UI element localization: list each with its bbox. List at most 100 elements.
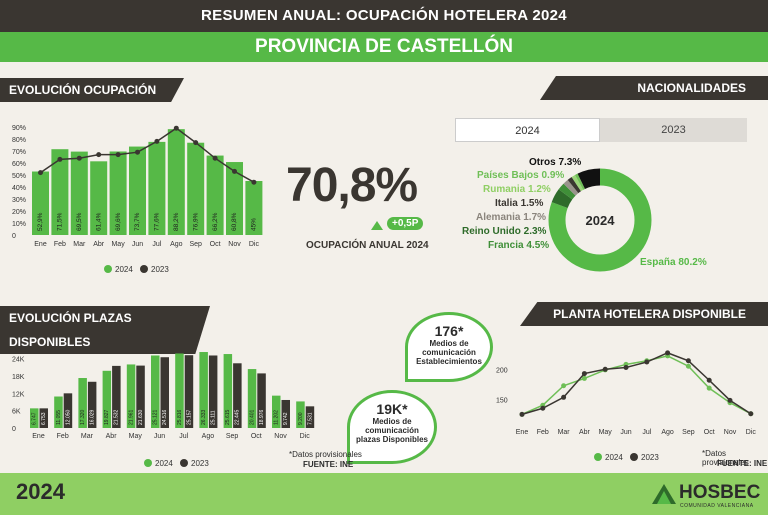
data-label: 66,2% [212,212,219,231]
bar [247,369,257,428]
line-point [251,179,257,185]
province-title: PROVINCIA DE CASTELLÓN [0,32,768,62]
x-tick-label: May [111,241,125,248]
tab-2024[interactable]: 2024 [455,118,600,142]
data-label: 21.630 [138,409,144,425]
x-tick-label: Nov [228,241,241,248]
provisional-note: *Datos provisionales [702,449,749,467]
data-label: 21.961 [128,409,134,425]
legend-marker [180,459,188,467]
legend-marker [140,265,148,273]
nat-label: Otros 7.3% [529,157,582,168]
bar [187,142,205,235]
line-point [706,377,712,383]
occupancy-chart: 0 10% 20% 30% 40% 50% 60% 70% 80% 90% 52,9% Ene 71,5… [12,125,263,274]
bar [281,399,290,428]
data-label: 25.121 [153,409,159,425]
source-note: FUENTE: INE [717,459,768,468]
bar [223,354,233,428]
data-label: 6.747 [32,412,38,425]
x-tick-label: Ago [170,241,183,248]
source-note: FUENTE: INE [303,460,354,469]
data-label: 61,4% [95,212,102,231]
bar [148,141,166,235]
line-point [748,411,754,417]
y-tick-label: 80% [12,137,26,144]
brand-name: HOSBEC [679,482,761,503]
y-tick-label: 200 [496,367,508,374]
legend-marker [144,459,152,467]
legend-marker [630,453,638,461]
legend-marker [594,453,602,461]
line-point [581,375,587,381]
bar [206,155,224,235]
bar [63,393,73,428]
x-tick-label: Abr [106,433,118,440]
line-point [581,371,587,377]
bar [112,365,121,428]
y-tick-label: 10% [12,221,26,228]
kpi-value: 70,8% [286,159,418,212]
x-tick-label: May [599,429,613,436]
footer-bar [0,473,768,515]
bar [78,378,87,428]
bar [70,151,88,235]
data-label: 69,5% [76,212,83,231]
data-label: 7.531 [307,412,313,425]
legend-label: 2024 [155,459,173,468]
nat-label: Italia 1.5% [495,198,544,209]
bar [54,396,63,428]
nat-label: Países Bajos 0.9% [477,170,565,181]
legend-label: 2024 [115,265,133,274]
data-label: 9.742 [283,412,289,425]
plant-chart: 150 200 Ene Feb Mar Abr May Jun Jul Ago Sep Oct Nov D… [496,350,756,462]
data-label: 25.615 [225,409,231,425]
line-point [540,405,546,411]
data-label: 6.753 [41,412,47,425]
data-label: 69,6% [115,212,122,231]
line-point [519,411,525,417]
y-tick-label: 0 [12,233,16,240]
kpi-label: OCUPACIÓN ANUAL 2024 [306,240,429,251]
bar [32,171,49,235]
tab-2023[interactable]: 2023 [600,118,747,142]
data-label: 73,7% [134,212,141,231]
bar [184,355,194,428]
x-tick-label: Dic [300,433,311,440]
section-beds: EVOLUCIÓN PLAZAS DISPONIBLES [0,306,210,354]
line-point [212,155,218,161]
legend-label: 2024 [605,453,623,462]
establishments-value: 176* [434,323,464,339]
y-tick-label: 24K [12,357,25,364]
bar [39,408,48,428]
y-tick-label: 12K [12,391,25,398]
nat-label: Francia 4.5% [488,240,550,251]
nat-label: España 80.2% [640,257,707,268]
footer-year: 2024 [16,479,65,504]
y-tick-label: 40% [12,185,26,192]
report-title: RESUMEN ANUAL: OCUPACIÓN HOTELERA 2024 [0,0,768,32]
data-label: 17.320 [80,409,86,425]
data-label: 77,6% [154,212,161,231]
data-label: 21.532 [114,409,120,425]
data-label: 9.200 [298,412,304,425]
x-tick-label: Feb [54,241,66,248]
data-label: 52,9% [37,212,44,231]
series-line-2023 [40,127,255,183]
line-point [706,385,712,391]
bar [305,406,315,428]
line-point [193,140,199,146]
provisional-note: *Datos provisionales [289,450,362,459]
x-tick-label: Oct [210,241,221,248]
beds-text: Medios de comunicación plazas Disponible… [355,417,429,444]
line-point [561,383,567,389]
kpi-delta: +0,5P [387,217,424,230]
data-label: 25.816 [177,409,183,425]
data-label: 76,9% [192,212,199,231]
series-line-2024 [521,355,752,416]
legend-label: 2023 [641,453,659,462]
y-tick-label: 50% [12,173,26,180]
y-tick-label: 18K [12,374,25,381]
section-nationalities: NACIONALIDADES [540,76,768,100]
nat-label: Alemania 1.7% [476,212,547,223]
